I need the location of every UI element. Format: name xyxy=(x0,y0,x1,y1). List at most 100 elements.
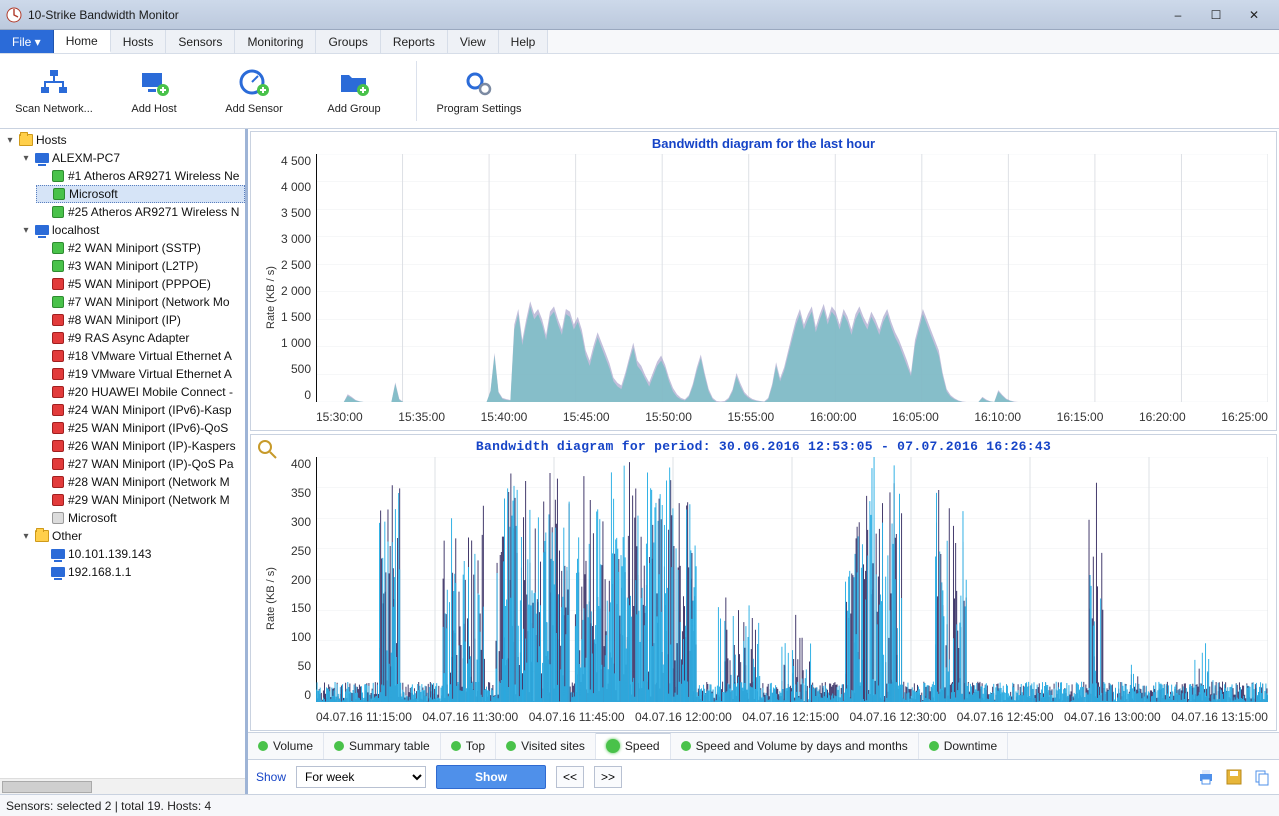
tab-help[interactable]: Help xyxy=(499,30,549,53)
tab-label: Visited sites xyxy=(521,739,585,753)
tree-leaf[interactable]: #7 WAN Miniport (Network Mo xyxy=(36,293,245,311)
show-label: Show xyxy=(256,770,286,784)
tab-label: Downtime xyxy=(944,739,997,753)
button-label: Scan Network... xyxy=(15,103,93,116)
status-dot-icon xyxy=(506,741,516,751)
tree-leaf[interactable]: Microsoft xyxy=(36,509,245,527)
add-group-button[interactable]: Add Group xyxy=(308,63,400,120)
tree-leaf[interactable]: #28 WAN Miniport (Network M xyxy=(36,473,245,491)
bottom-tab-top[interactable]: Top xyxy=(441,733,496,759)
charts-area: Bandwidth diagram for the last hour Rate… xyxy=(248,129,1279,794)
tree-leaf[interactable]: #25 WAN Miniport (IPv6)-QoS xyxy=(36,419,245,437)
titlebar: 10-Strike Bandwidth Monitor – ☐ ✕ xyxy=(0,0,1279,30)
tab-view[interactable]: View xyxy=(448,30,499,53)
status-dot-icon xyxy=(451,741,461,751)
tree-leaf[interactable]: #8 WAN Miniport (IP) xyxy=(36,311,245,329)
gears-icon xyxy=(463,67,495,99)
gauge-plus-icon xyxy=(238,67,270,99)
tree-leaf[interactable]: #25 Atheros AR9271 Wireless N xyxy=(36,203,245,221)
y-ticks: 4 5004 0003 5003 0002 5002 0001 5001 000… xyxy=(271,154,311,402)
bottom-tab-speed-and-volume-by-days-and-months[interactable]: Speed and Volume by days and months xyxy=(671,733,919,759)
zoom-icon[interactable] xyxy=(257,439,277,459)
tree-hscrollbar[interactable] xyxy=(0,778,245,794)
button-label: Add Sensor xyxy=(225,103,282,116)
tree-leaf[interactable]: #19 VMware Virtual Ethernet A xyxy=(36,365,245,383)
tree-root[interactable]: ▾Hosts xyxy=(4,131,245,149)
tab-groups[interactable]: Groups xyxy=(316,30,380,53)
folder-plus-icon xyxy=(338,67,370,99)
period-toolbar: Show For dayFor weekFor monthCustom... S… xyxy=(248,760,1279,794)
chart-plot[interactable] xyxy=(316,457,1268,702)
tree-node[interactable]: ▾localhost xyxy=(20,221,245,239)
copy-icon[interactable] xyxy=(1253,768,1271,786)
host-plus-icon xyxy=(138,67,170,99)
program-settings-button[interactable]: Program Settings xyxy=(433,63,525,120)
status-dot-icon xyxy=(606,739,620,753)
tree-leaf[interactable]: 10.101.139.143 xyxy=(36,545,245,563)
tab-label: Speed xyxy=(625,739,660,753)
save-icon[interactable] xyxy=(1225,768,1243,786)
period-select[interactable]: For dayFor weekFor monthCustom... xyxy=(296,766,426,788)
close-button[interactable]: ✕ xyxy=(1235,4,1273,26)
show-button[interactable]: Show xyxy=(436,765,546,789)
tree-leaf[interactable]: #1 Atheros AR9271 Wireless Ne xyxy=(36,167,245,185)
tree-node[interactable]: ▾ALEXM-PC7 xyxy=(20,149,245,167)
scrollbar-thumb[interactable] xyxy=(2,781,92,793)
main-split: ▾Hosts▾ALEXM-PC7#1 Atheros AR9271 Wirele… xyxy=(0,129,1279,794)
file-menu[interactable]: File ▾ xyxy=(0,30,54,53)
x-ticks: 04.07.16 11:15:0004.07.16 11:30:0004.07.… xyxy=(316,710,1268,724)
app-icon xyxy=(6,7,22,23)
chart-last-hour: Bandwidth diagram for the last hour Rate… xyxy=(250,131,1277,431)
tree-leaf[interactable]: #29 WAN Miniport (Network M xyxy=(36,491,245,509)
status-text: Sensors: selected 2 | total 19. Hosts: 4 xyxy=(6,799,211,813)
tree-leaf[interactable]: #26 WAN Miniport (IP)-Kaspers xyxy=(36,437,245,455)
scan-network-button[interactable]: Scan Network... xyxy=(8,63,100,120)
chart-title: Bandwidth diagram for the last hour xyxy=(251,132,1276,151)
tree-leaf[interactable]: #18 VMware Virtual Ethernet A xyxy=(36,347,245,365)
x-ticks: 15:30:0015:35:0015:40:0015:45:0015:50:00… xyxy=(316,410,1268,424)
tree-leaf[interactable]: Microsoft xyxy=(36,185,245,203)
add-sensor-button[interactable]: Add Sensor xyxy=(208,63,300,120)
tree-leaf[interactable]: #27 WAN Miniport (IP)-QoS Pa xyxy=(36,455,245,473)
tree-node[interactable]: ▾Other xyxy=(20,527,245,545)
bottom-tab-summary-table[interactable]: Summary table xyxy=(324,733,441,759)
tree-leaf[interactable]: #9 RAS Async Adapter xyxy=(36,329,245,347)
tab-home[interactable]: Home xyxy=(54,30,111,53)
status-dot-icon xyxy=(929,741,939,751)
network-icon xyxy=(38,67,70,99)
tab-hosts[interactable]: Hosts xyxy=(111,30,167,53)
tree-leaf[interactable]: #3 WAN Miniport (L2TP) xyxy=(36,257,245,275)
tree-leaf[interactable]: #5 WAN Miniport (PPPOE) xyxy=(36,275,245,293)
add-host-button[interactable]: Add Host xyxy=(108,63,200,120)
window-title: 10-Strike Bandwidth Monitor xyxy=(28,8,1159,22)
bottom-tab-volume[interactable]: Volume xyxy=(248,733,324,759)
button-label: Program Settings xyxy=(437,103,522,116)
tab-label: Summary table xyxy=(349,739,430,753)
bottom-tabs: Volume Summary table Top Visited sites Speed… xyxy=(248,732,1279,760)
status-dot-icon xyxy=(334,741,344,751)
tab-sensors[interactable]: Sensors xyxy=(166,30,235,53)
chart-plot[interactable] xyxy=(316,154,1268,402)
host-tree[interactable]: ▾Hosts▾ALEXM-PC7#1 Atheros AR9271 Wirele… xyxy=(0,129,245,778)
tree-leaf[interactable]: #2 WAN Miniport (SSTP) xyxy=(36,239,245,257)
tab-monitoring[interactable]: Monitoring xyxy=(235,30,316,53)
tree-leaf[interactable]: #20 HUAWEI Mobile Connect - xyxy=(36,383,245,401)
tab-reports[interactable]: Reports xyxy=(381,30,448,53)
tab-label: Top xyxy=(466,739,485,753)
button-label: Add Host xyxy=(131,103,176,116)
next-button[interactable]: >> xyxy=(594,766,622,788)
chart-title: Bandwidth diagram for period: 30.06.2016… xyxy=(251,435,1276,454)
tree-leaf[interactable]: #24 WAN Miniport (IPv6)-Kasp xyxy=(36,401,245,419)
prev-button[interactable]: << xyxy=(556,766,584,788)
maximize-button[interactable]: ☐ xyxy=(1197,4,1235,26)
y-ticks: 400350300250200150100500 xyxy=(271,457,311,702)
bottom-tab-speed[interactable]: Speed xyxy=(596,733,671,759)
bottom-tab-visited-sites[interactable]: Visited sites xyxy=(496,733,596,759)
tree-leaf[interactable]: 192.168.1.1 xyxy=(36,563,245,581)
print-icon[interactable] xyxy=(1197,768,1215,786)
menubar: File ▾ HomeHostsSensorsMonitoringGroupsR… xyxy=(0,30,1279,54)
tab-label: Volume xyxy=(273,739,313,753)
bottom-tab-downtime[interactable]: Downtime xyxy=(919,733,1008,759)
minimize-button[interactable]: – xyxy=(1159,4,1197,26)
tab-label: Speed and Volume by days and months xyxy=(696,739,908,753)
